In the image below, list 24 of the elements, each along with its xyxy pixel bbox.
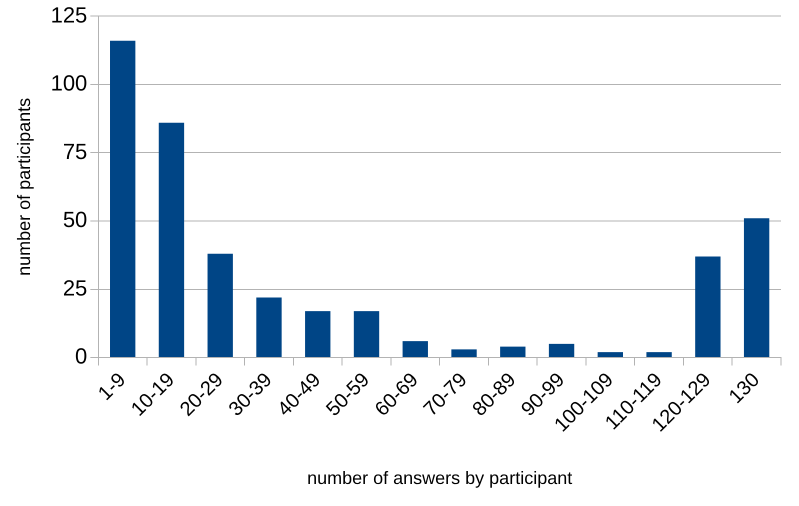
y-tick-label: 100: [50, 70, 88, 96]
bar: [598, 352, 624, 358]
bar: [256, 297, 282, 358]
bar: [305, 311, 330, 358]
bar: [500, 346, 526, 358]
x-axis-title: number of answers by participant: [307, 468, 572, 488]
bar: [548, 344, 574, 358]
x-tick-label: 130: [724, 368, 764, 408]
bar: [451, 349, 477, 358]
bar: [646, 352, 672, 358]
bar: [354, 311, 380, 358]
bar: [402, 341, 428, 358]
y-tick-label: 125: [50, 2, 88, 28]
y-axis-title: number of participants: [14, 98, 34, 276]
bar: [110, 40, 136, 358]
x-tick-label: 1-9: [94, 368, 130, 405]
y-tick-label: 50: [62, 207, 88, 232]
bar: [208, 254, 233, 358]
y-tick-label: 75: [62, 138, 88, 164]
bar: [158, 122, 184, 358]
y-tick-label: 0: [75, 344, 88, 369]
bar: [695, 256, 721, 358]
bar: [744, 218, 770, 358]
y-tick-label: 25: [62, 275, 88, 300]
